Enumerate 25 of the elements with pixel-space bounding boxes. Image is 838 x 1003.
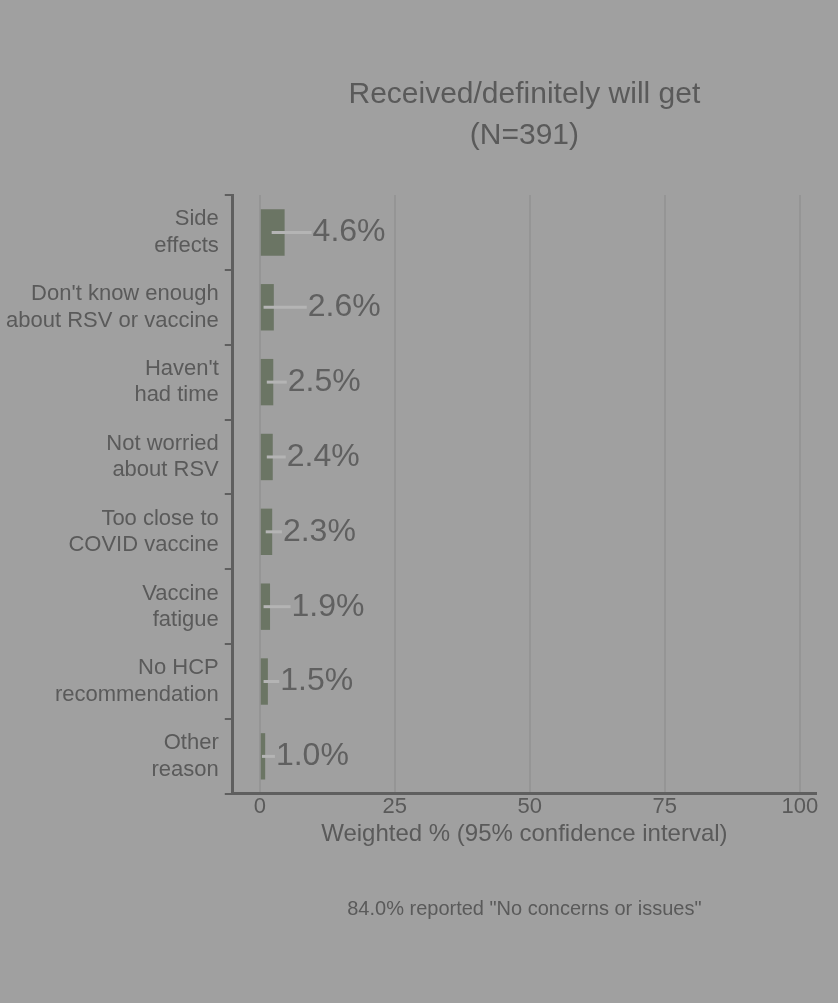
y-tick-label: Haven't had time	[134, 354, 219, 407]
x-tick-label: 50	[517, 793, 543, 819]
y-tick-label: Vaccine fatigue	[142, 579, 219, 631]
data-label: 1.5%	[280, 661, 354, 698]
x-tick-label: 100	[781, 793, 819, 819]
data-label: 1.9%	[291, 586, 365, 623]
y-tick-label: Not worried about RSV	[106, 429, 220, 482]
data-label: 2.5%	[287, 361, 361, 398]
y-tick-label: Don't know enough about RSV or vaccine	[6, 280, 219, 332]
data-label: 1.0%	[275, 736, 349, 773]
chart-subtitle: (N=391)	[469, 117, 579, 150]
data-label: 2.4%	[286, 436, 360, 473]
x-tick-label: 75	[652, 793, 678, 819]
x-tick-label: 0	[253, 793, 266, 819]
y-tick-label: Side effects	[154, 205, 219, 257]
data-label: 4.6%	[312, 212, 386, 249]
data-label: 2.6%	[307, 287, 381, 324]
data-label: 2.3%	[282, 511, 356, 548]
y-tick-label: Other reason	[151, 729, 219, 781]
y-tick-label: Too close to COVID vaccine	[68, 504, 219, 557]
y-tick-label: No HCP recommendation	[54, 654, 219, 706]
text: 84.0% reported "No concerns or issues"	[347, 897, 702, 919]
x-axis-title: Weighted % (95% confidence interval)	[321, 819, 728, 847]
x-tick-label: 25	[382, 793, 408, 819]
chart-title: Received/definitely will get	[348, 76, 701, 109]
